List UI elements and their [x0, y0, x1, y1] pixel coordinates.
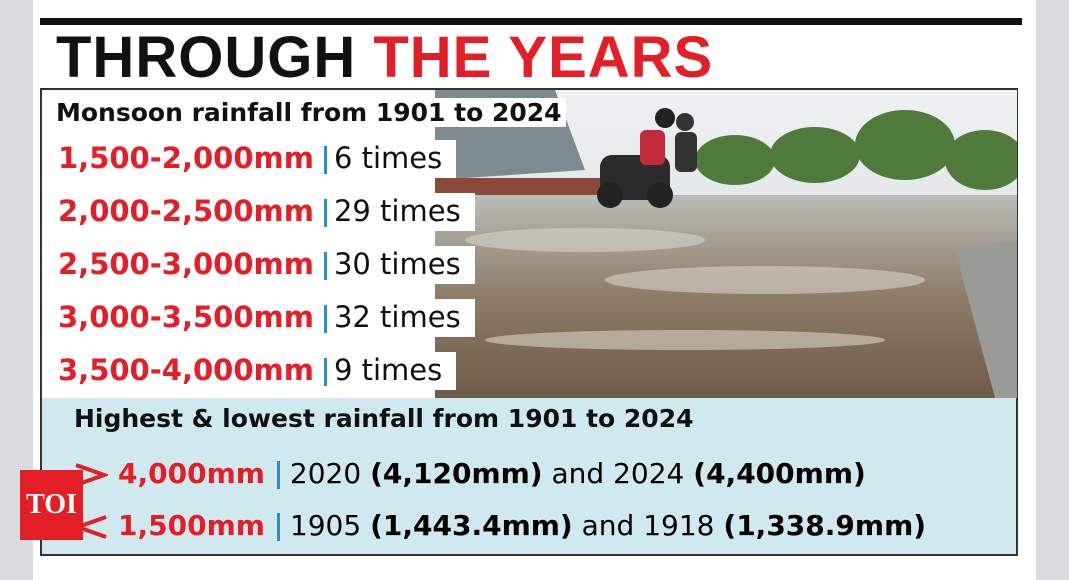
threshold: 1,500mm	[118, 509, 265, 542]
top-bar	[40, 18, 1022, 25]
range: 3,000-3,500mm	[58, 300, 314, 334]
year: 2020	[289, 457, 362, 490]
range-row: 2,000-2,500mm 29 times	[58, 193, 475, 231]
range-row: 3,500-4,000mm 9 times	[58, 352, 457, 390]
range: 2,500-3,000mm	[58, 247, 314, 281]
year: 2024	[613, 457, 685, 490]
title-part: THE YEARS	[373, 25, 714, 90]
count: 9 times	[333, 353, 443, 387]
value: (1,338.9mm)	[723, 509, 927, 542]
range-row: 2,500-3,000mm 30 times	[58, 246, 475, 284]
range: 2,000-2,500mm	[58, 194, 314, 228]
count: 30 times	[333, 247, 461, 281]
year: 1918	[643, 509, 715, 542]
separator	[323, 199, 327, 227]
range: 1,500-2,000mm	[58, 141, 314, 175]
logo: TOI	[20, 470, 83, 540]
joiner: and	[581, 509, 635, 542]
value: (1,443.4mm)	[370, 509, 573, 542]
value: (4,120mm)	[370, 457, 543, 490]
separator	[323, 305, 327, 333]
range: 3,500-4,000mm	[58, 353, 314, 387]
separator	[323, 146, 327, 174]
range-row: 3,000-3,500mm 32 times	[58, 299, 475, 337]
photo	[435, 90, 1017, 398]
threshold: 4,000mm	[118, 457, 265, 490]
title-part: THROUGH	[56, 25, 357, 90]
count: 29 times	[333, 194, 461, 228]
arrow-icon	[75, 463, 110, 487]
separator	[323, 358, 327, 386]
separator	[276, 513, 280, 541]
lower-panel	[42, 398, 1016, 554]
extreme-row: 4,000mm 2020 (4,120mm) and 2024 (4,400mm)	[74, 454, 866, 494]
count: 6 times	[333, 141, 443, 175]
title: THROUGH THE YEARS	[56, 26, 713, 90]
heading: Monsoon rainfall from 1901 to 2024	[56, 98, 566, 127]
separator	[323, 252, 327, 280]
year: 1905	[289, 509, 362, 542]
joiner: and	[551, 457, 605, 490]
extreme-row: 1,500mm 1905 (1,443.4mm) and 1918 (1,338.…	[72, 506, 927, 546]
value: (4,400mm)	[693, 457, 866, 490]
range-row: 1,500-2,000mm 6 times	[58, 140, 457, 178]
separator	[276, 461, 280, 489]
heading: Highest & lowest rainfall from 1901 to 2…	[74, 404, 694, 433]
count: 32 times	[333, 300, 461, 334]
